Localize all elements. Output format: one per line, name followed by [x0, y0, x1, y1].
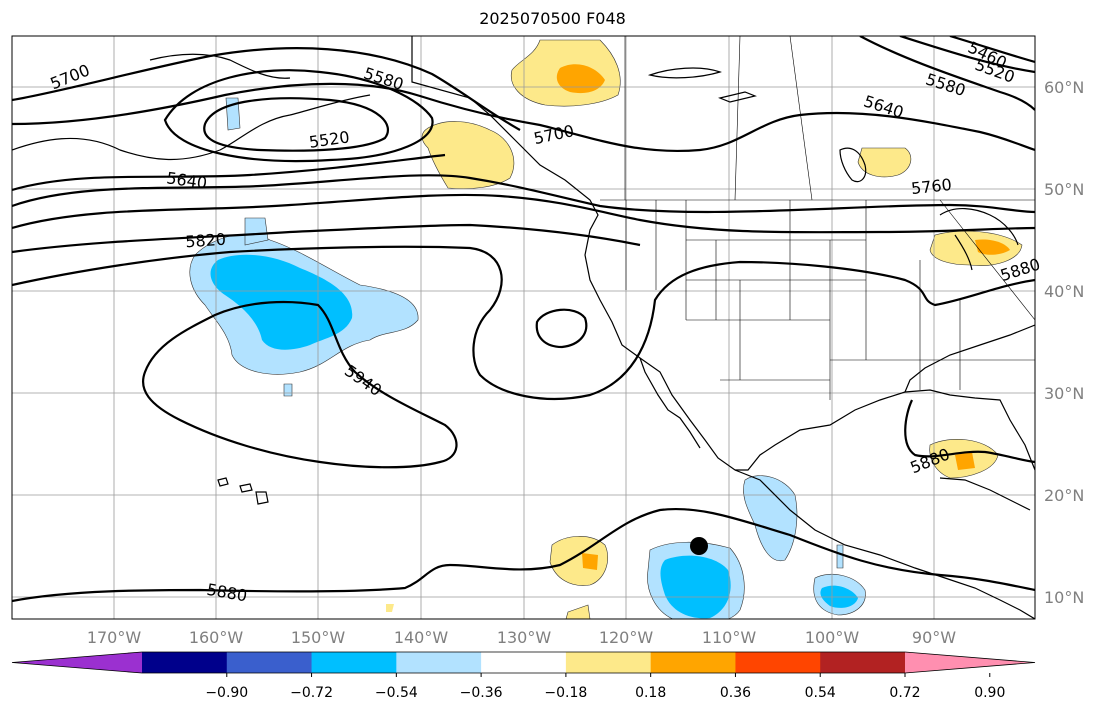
lat-label: 20°N: [1044, 486, 1084, 505]
colorbar-segment: [226, 652, 313, 673]
height-contours: [12, 36, 1035, 603]
lon-label: 160°W: [189, 628, 244, 647]
contour-label: 5760: [910, 175, 952, 198]
lon-label: 170°W: [87, 628, 142, 647]
lat-label: 60°N: [1044, 78, 1084, 97]
colorbar-tick-label: −0.36: [460, 685, 503, 701]
colorbar-segment: [820, 652, 906, 673]
lat-label: 50°N: [1044, 180, 1084, 199]
lon-label: 150°W: [291, 628, 346, 647]
map-area: [12, 36, 1035, 619]
colorbar-segment: [142, 652, 228, 673]
colorbar: −0.90 −0.72 −0.54 −0.36 −0.18 0.18 0.36 0.54 0.7…: [11, 651, 1036, 701]
colorbar-segment: [396, 652, 482, 673]
negative-anomaly-shading: [189, 97, 866, 619]
colorbar-extend-max: [905, 652, 1035, 673]
latitude-labels: 60°N 50°N 40°N 30°N 20°N 10°N: [1044, 78, 1084, 607]
colorbar-tick-label: 0.36: [720, 685, 751, 701]
positive-anomaly-shading: [386, 39, 1023, 619]
storm-marker: [690, 537, 708, 555]
map-frame: [11, 35, 1036, 620]
colorbar-extend-min: [12, 652, 142, 673]
coastlines-and-borders: [12, 36, 1035, 619]
colorbar-segment: [311, 652, 397, 673]
lon-label: 130°W: [497, 628, 552, 647]
lon-label: 110°W: [702, 628, 757, 647]
longitude-labels: 170°W 160°W 150°W 140°W 130°W 120°W 110°…: [87, 628, 956, 647]
lat-label: 30°N: [1044, 384, 1084, 403]
contour-label: 5820: [185, 230, 227, 252]
colorbar-tick-label: −0.18: [544, 685, 587, 701]
colorbar-segment: [565, 652, 652, 673]
colorbar-tick-label: 0.90: [974, 685, 1005, 701]
lon-label: 90°W: [912, 628, 956, 647]
colorbar-tick-label: 0.18: [635, 685, 666, 701]
lon-label: 100°W: [805, 628, 860, 647]
colorbar-tick-label: −0.72: [290, 685, 333, 701]
lon-label: 140°W: [394, 628, 449, 647]
colorbar-outline: [11, 651, 1036, 674]
lat-label: 40°N: [1044, 282, 1084, 301]
graticule: [12, 36, 1035, 619]
lat-label: 10°N: [1044, 588, 1084, 607]
colorbar-tick-label: −0.54: [375, 685, 418, 701]
colorbar-segment: [481, 652, 567, 673]
map-title: 2025070500 F048: [479, 9, 626, 28]
lon-label: 120°W: [599, 628, 654, 647]
colorbar-segment: [650, 652, 736, 673]
colorbar-tick-label: 0.54: [805, 685, 836, 701]
colorbar-tick-label: −0.90: [205, 685, 248, 701]
colorbar-segment: [735, 652, 821, 673]
colorbar-tick-label: 0.72: [889, 685, 920, 701]
